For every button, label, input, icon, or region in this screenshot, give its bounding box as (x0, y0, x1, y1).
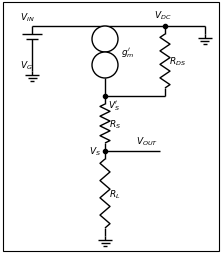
Circle shape (92, 27, 118, 53)
Text: $V_G$: $V_G$ (20, 59, 33, 71)
Text: $g_m'$: $g_m'$ (121, 46, 135, 59)
Text: $V_S$: $V_S$ (89, 145, 101, 158)
Text: $R_{DS}$: $R_{DS}$ (169, 56, 186, 68)
Text: $V_{IN}$: $V_{IN}$ (20, 11, 35, 24)
Circle shape (92, 53, 118, 79)
Text: $V_{S}'$: $V_{S}'$ (108, 99, 120, 112)
Text: $V_{OUT}$: $V_{OUT}$ (136, 135, 158, 147)
Text: $R_S$: $R_S$ (109, 118, 121, 130)
Text: $R_L$: $R_L$ (109, 187, 120, 200)
Text: $V_{DC}$: $V_{DC}$ (154, 9, 172, 22)
